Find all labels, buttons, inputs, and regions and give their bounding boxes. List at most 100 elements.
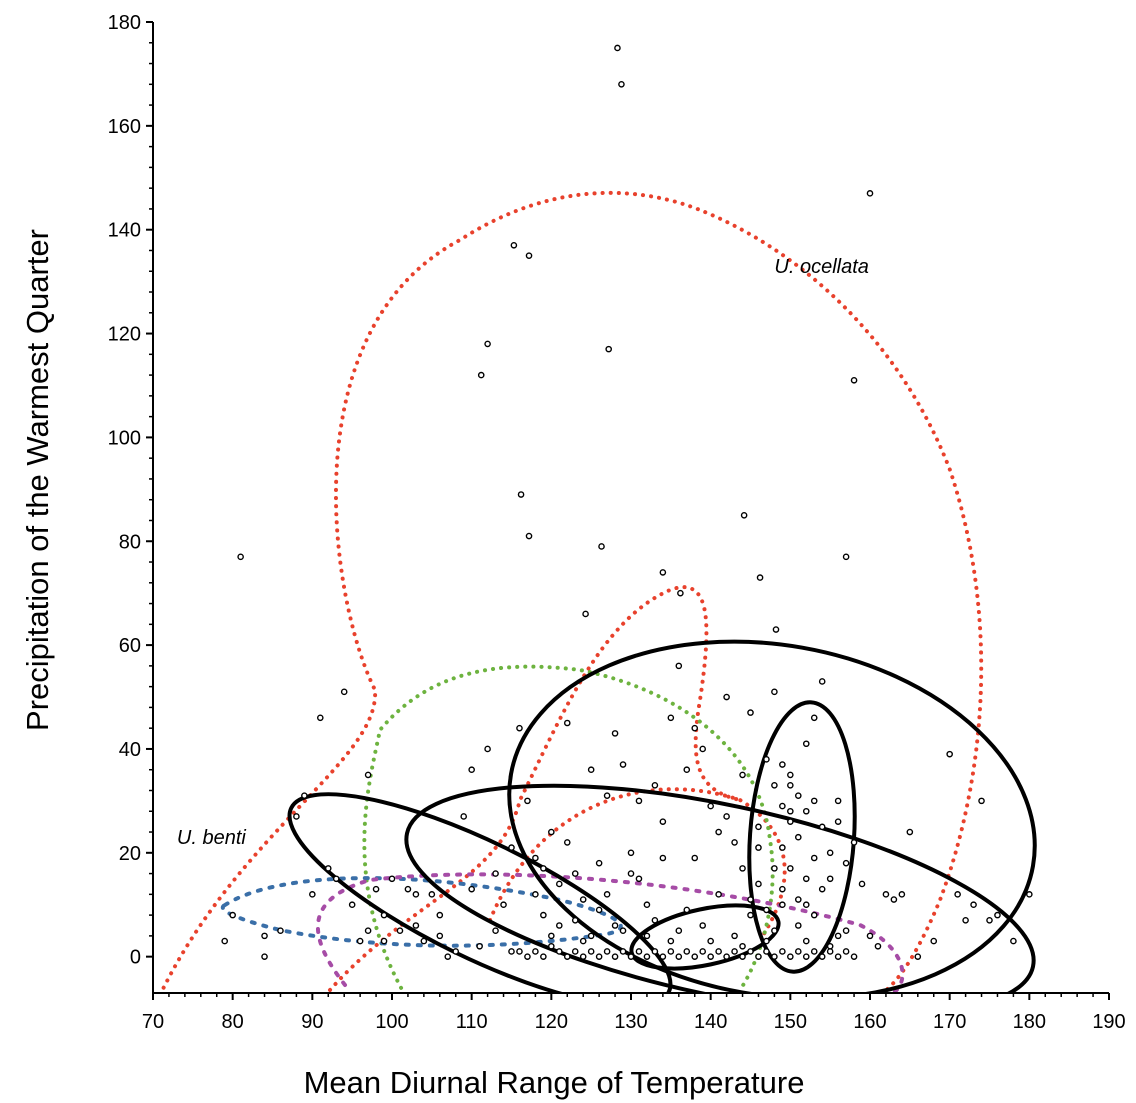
data-point [667, 714, 675, 722]
data-point [755, 844, 762, 851]
y-tick-label: 100 [108, 427, 141, 449]
data-point [994, 911, 1001, 919]
data-point [635, 948, 643, 955]
data-point [667, 948, 675, 955]
data-point [595, 953, 603, 960]
data-point [598, 543, 605, 550]
data-point [715, 948, 722, 955]
x-axis-ticks: 70 80 90 100 110 120 130 140 150 160 170 180 190 [142, 993, 1126, 1033]
data-point [525, 252, 533, 259]
x-tick-label: 70 [142, 1011, 164, 1033]
y-tick-label: 40 [119, 739, 141, 761]
x-tick-label: 90 [301, 1011, 323, 1033]
data-point [946, 750, 953, 758]
data-point [643, 932, 651, 940]
data-point [643, 901, 651, 909]
data-point [635, 797, 643, 805]
x-tick-label: 130 [614, 1011, 647, 1033]
data-point [795, 792, 802, 799]
data-point [229, 911, 236, 919]
data-point [277, 927, 284, 934]
data-point [605, 345, 612, 353]
data-point [826, 948, 834, 955]
data-point [763, 937, 770, 945]
data-point [468, 885, 475, 893]
data-point [380, 937, 388, 945]
data-point [587, 948, 595, 955]
data-point [747, 911, 754, 919]
data-point [787, 807, 794, 815]
data-point [866, 190, 874, 197]
data-point [755, 880, 762, 888]
y-axis-ticks: 0 20 40 60 80 100 120 140 160 180 [108, 12, 153, 969]
x-tick-label: 180 [1013, 1011, 1046, 1033]
data-point [866, 932, 874, 940]
data-point [787, 771, 794, 779]
y-tick-label: 120 [108, 324, 141, 346]
data-point [906, 828, 914, 836]
data-point [510, 241, 518, 249]
y-tick-label: 160 [108, 116, 141, 138]
data-point [364, 927, 372, 934]
data-point [723, 953, 730, 960]
data-point [659, 569, 667, 576]
data-point [436, 911, 444, 919]
data-point [380, 911, 388, 919]
data-point [492, 870, 499, 877]
data-point [675, 662, 683, 670]
data-point [548, 942, 555, 950]
data-point [699, 948, 707, 955]
data-point [603, 792, 611, 799]
data-point [802, 740, 810, 748]
data-point [755, 953, 762, 960]
data-point [795, 922, 802, 929]
data-point [763, 756, 770, 763]
black-ellipse-small [629, 903, 781, 971]
data-point [787, 865, 794, 872]
data-point [723, 693, 730, 701]
data-point [779, 802, 786, 810]
data-point [643, 953, 651, 960]
data-point [834, 932, 842, 940]
data-point [221, 937, 228, 945]
data-point [842, 948, 850, 955]
data-point [492, 927, 499, 934]
data-point [699, 922, 707, 929]
y-tick-label: 180 [108, 12, 141, 34]
data-point [436, 932, 444, 940]
data-point [771, 865, 778, 872]
data-point [388, 875, 396, 883]
data-point [587, 932, 595, 940]
data-point [556, 880, 563, 888]
data-point [627, 953, 635, 960]
data-point [500, 901, 507, 909]
data-point [651, 917, 659, 924]
data-point [571, 917, 579, 924]
data-point [779, 901, 786, 909]
data-point [756, 574, 764, 581]
x-tick-label: 170 [933, 1011, 966, 1033]
blue-dotted-boundary [220, 876, 623, 948]
data-point [316, 714, 324, 722]
data-point [787, 818, 794, 825]
data-point [842, 859, 850, 867]
data-point [978, 797, 985, 805]
data-point [962, 917, 969, 924]
data-point [882, 891, 890, 898]
data-point [524, 953, 531, 960]
data-point [611, 922, 619, 929]
data-point [571, 948, 579, 955]
axes-layer [152, 22, 1109, 994]
data-point [787, 781, 794, 789]
data-point [739, 865, 746, 872]
data-point [699, 745, 707, 753]
data-point [834, 953, 842, 960]
data-point [810, 797, 818, 805]
data-point [795, 896, 802, 903]
data-point [420, 937, 428, 945]
green-dotted-boundary [362, 664, 775, 993]
data-point [563, 953, 571, 960]
data-point [755, 823, 762, 831]
